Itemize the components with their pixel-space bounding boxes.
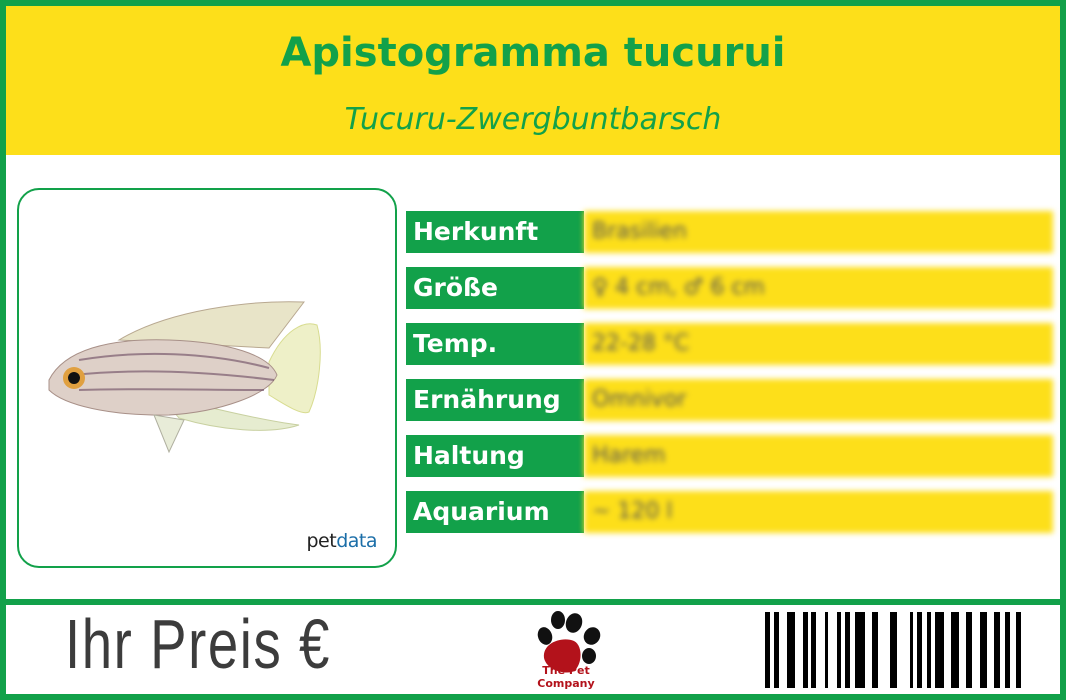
barcode-bar [765,612,770,688]
fact-row-diet: Ernährung Omnivor [406,379,1053,421]
fish-photo: petdata [17,188,397,568]
species-title: Apistogramma tucurui [280,30,786,76]
fact-row-keeping: Haltung Harem [406,435,1053,477]
barcode-bar [994,612,1000,688]
fact-row-temperature: Temp. 22-28 °C [406,323,1053,365]
fact-row-size: Größe ♀ 4 cm, ♂ 6 cm [406,267,1053,309]
barcode-bar [890,612,897,688]
barcode-bar [845,612,850,688]
header: Apistogramma tucurui Tucuru-Zwergbuntbar… [6,6,1060,155]
barcode-bar [855,612,865,688]
common-name: Tucuru-Zwergbuntbarsch [344,102,722,137]
barcode-bar [803,612,808,688]
paw-icon [537,611,601,673]
footer-divider [6,599,1060,605]
barcode-bar [787,612,795,688]
pet-company-logo: The Pet Company [512,608,620,692]
barcode-bar [910,612,913,688]
barcode-bar [927,612,931,688]
price-label: Ihr Preis € [65,605,331,683]
barcode-bar [1005,612,1010,688]
barcode-bar [837,612,841,688]
barcode-bar [872,612,878,688]
barcode-bar [966,612,972,688]
barcode-bar [951,612,959,688]
fact-row-aquarium: Aquarium ~ 120 l [406,491,1053,533]
barcode-bar [917,612,922,688]
barcode-bar [1016,612,1021,688]
barcode [765,612,1021,688]
barcode-bar [811,612,816,688]
barcode-bar [980,612,987,688]
barcode-bar [935,612,944,688]
petdata-logo: petdata [306,530,378,552]
barcode-bar [825,612,828,688]
barcode-bar [774,612,779,688]
fact-row-origin: Herkunft Brasilien [406,211,1053,253]
fish-image [48,301,321,454]
